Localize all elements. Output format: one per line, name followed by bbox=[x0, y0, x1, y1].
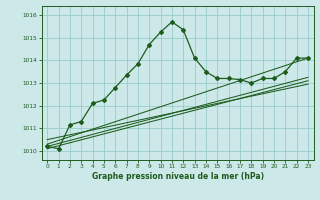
X-axis label: Graphe pression niveau de la mer (hPa): Graphe pression niveau de la mer (hPa) bbox=[92, 172, 264, 181]
